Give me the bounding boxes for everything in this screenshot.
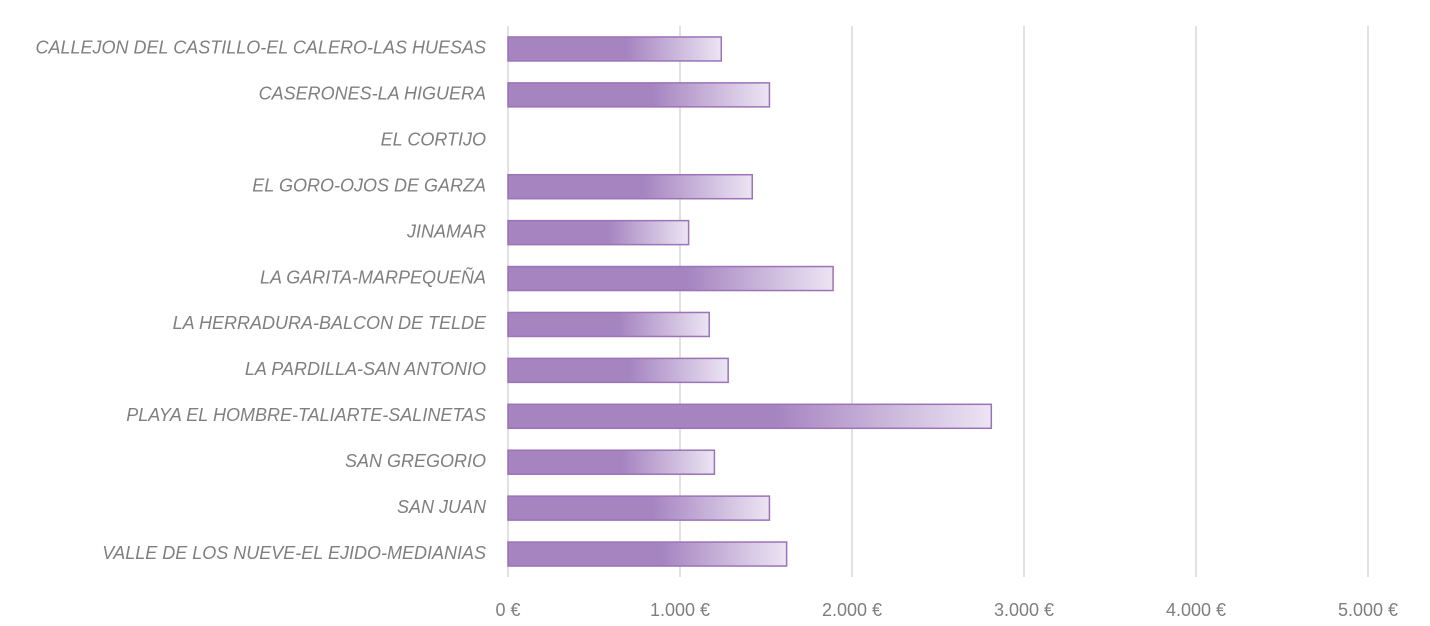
bar xyxy=(507,541,788,567)
x-tick-label: 3.000 € xyxy=(994,600,1054,620)
x-tick-label: 2.000 € xyxy=(822,600,882,620)
y-tick-label: VALLE DE LOS NUEVE-EL EJIDO-MEDIANIAS xyxy=(102,543,486,563)
y-tick-label: JINAMAR xyxy=(406,221,486,241)
y-tick-label: EL GORO-OJOS DE GARZA xyxy=(252,175,486,195)
bar xyxy=(507,495,771,521)
y-tick-label: CASERONES-LA HIGUERA xyxy=(259,84,486,104)
bar xyxy=(507,449,716,475)
x-tick-label: 4.000 € xyxy=(1166,600,1226,620)
bar xyxy=(507,311,710,338)
bar xyxy=(507,357,729,384)
bar xyxy=(507,265,834,292)
y-tick-label: PLAYA EL HOMBRE-TALIARTE-SALINETAS xyxy=(126,405,486,425)
bar xyxy=(507,173,753,200)
x-tick-label: 1.000 € xyxy=(650,600,710,620)
y-tick-label: LA HERRADURA-BALCON DE TELDE xyxy=(173,313,487,333)
bar xyxy=(507,403,993,430)
y-tick-label: CALLEJON DEL CASTILLO-EL CALERO-LAS HUES… xyxy=(35,38,486,58)
bar xyxy=(507,36,723,62)
bar xyxy=(507,219,690,246)
bar xyxy=(507,82,771,108)
y-tick-label: EL CORTIJO xyxy=(381,130,486,150)
x-tick-label: 0 € xyxy=(495,600,520,620)
y-tick-label: LA GARITA-MARPEQUEÑA xyxy=(260,266,486,287)
x-tick-label: 5.000 € xyxy=(1338,600,1398,620)
y-tick-label: SAN GREGORIO xyxy=(345,451,486,471)
y-tick-label: SAN JUAN xyxy=(397,497,487,517)
y-tick-label: LA PARDILLA-SAN ANTONIO xyxy=(245,359,486,379)
